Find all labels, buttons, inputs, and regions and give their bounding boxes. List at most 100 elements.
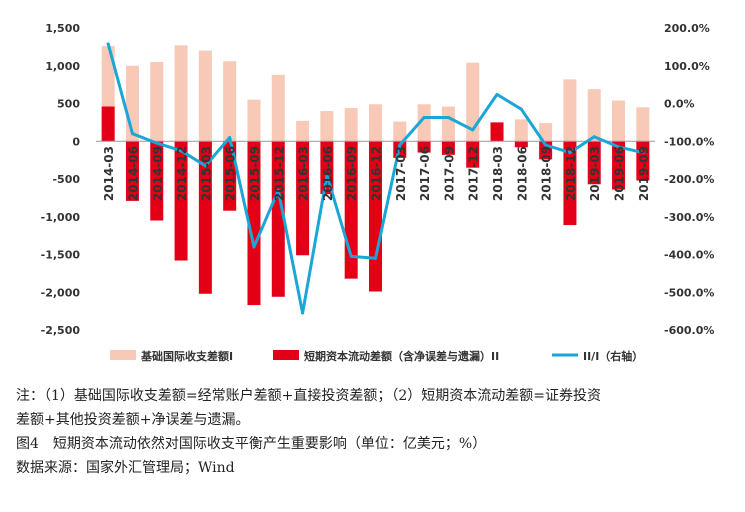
right-tick-label: 0.0% bbox=[664, 98, 695, 111]
ratio-point bbox=[252, 245, 256, 249]
legend-swatch-short-term-capital bbox=[273, 350, 299, 360]
legend-swatch-basic-balance bbox=[110, 350, 136, 360]
legend: 基础国际收支差额I 短期资本流动差额（含净误差与遗漏）II II/I（右轴） bbox=[110, 349, 643, 363]
bar-short-term-capital bbox=[514, 141, 528, 148]
series-basic-balance bbox=[101, 45, 650, 142]
bar-short-term-capital bbox=[125, 141, 139, 201]
bar-basic-balance bbox=[466, 62, 480, 142]
bar-basic-balance bbox=[344, 108, 358, 142]
ratio-point bbox=[374, 256, 377, 260]
legend-label-basic-balance: 基础国际收支差额I bbox=[140, 349, 233, 363]
left-tick-label: -1,500 bbox=[41, 249, 81, 262]
bar-short-term-capital bbox=[563, 141, 577, 226]
x-tick-label: 2018-09 bbox=[540, 146, 554, 201]
x-tick-label: 2016-12 bbox=[370, 146, 384, 201]
x-tick-label: 2017-06 bbox=[418, 146, 432, 201]
bar-short-term-capital bbox=[247, 141, 261, 306]
ratio-point bbox=[568, 151, 572, 155]
x-tick-label: 2014-03 bbox=[102, 146, 116, 201]
left-tick-label: -2,500 bbox=[41, 324, 81, 337]
bar-basic-balance bbox=[539, 123, 553, 142]
legend-label-short-term-capital: 短期资本流动差额（含净误差与遗漏）II bbox=[304, 349, 499, 363]
right-axis-ticks: 200.0% 100.0% 0.0% -100.0% -200.0% -300.0% -40… bbox=[664, 22, 714, 337]
x-tick-label: 2014-09 bbox=[151, 146, 165, 201]
x-tick-label: 2019-06 bbox=[613, 146, 627, 201]
right-tick-label: 200.0% bbox=[664, 22, 710, 35]
ratio-point bbox=[228, 135, 232, 139]
x-tick-label: 2015-03 bbox=[199, 146, 213, 201]
x-tick-label: 2016-03 bbox=[297, 146, 311, 201]
left-tick-label: 1,000 bbox=[45, 60, 80, 73]
ratio-point bbox=[446, 115, 450, 119]
bar-basic-balance bbox=[223, 61, 237, 142]
bar-short-term-capital bbox=[466, 141, 480, 168]
right-tick-label: -100.0% bbox=[664, 135, 714, 148]
x-tick-label: 2017-12 bbox=[467, 146, 481, 201]
bar-basic-balance bbox=[393, 121, 407, 142]
ratio-point bbox=[592, 135, 596, 139]
bar-short-term-capital bbox=[150, 141, 164, 221]
x-tick-label: 2017-03 bbox=[394, 146, 408, 201]
ratio-point bbox=[276, 188, 280, 192]
chart-notes: 注：（1）基础国际收支差额=经常账户差额+直接投资差额；（2）短期资本流动差额=… bbox=[16, 384, 731, 480]
ratio-point bbox=[203, 164, 207, 168]
bar-basic-balance bbox=[174, 45, 188, 142]
bar-basic-balance bbox=[612, 100, 626, 142]
left-tick-label: 0 bbox=[72, 135, 80, 148]
x-tick-label: 2015-09 bbox=[248, 146, 262, 201]
right-tick-label: -400.0% bbox=[664, 249, 714, 262]
ratio-point bbox=[471, 128, 475, 132]
note-line-1: 注：（1）基础国际收支差额=经常账户差额+直接投资差额；（2）短期资本流动差额=… bbox=[16, 388, 602, 404]
bar-short-term-capital bbox=[101, 106, 115, 142]
left-axis-ticks: 1,500 1,000 500 0 -500 -1,000 -1,500 -2,000 -2,5… bbox=[41, 22, 81, 337]
ratio-point bbox=[349, 254, 353, 258]
right-tick-label: -300.0% bbox=[664, 211, 714, 224]
bar-short-term-capital bbox=[612, 141, 626, 190]
bar-short-term-capital bbox=[587, 141, 601, 185]
figure-caption: 图4 短期资本流动依然对国际收支平衡产生重要影响（单位：亿美元；%） bbox=[16, 436, 487, 452]
x-tick-label: 2019-09 bbox=[637, 146, 651, 201]
right-tick-label: -600.0% bbox=[664, 324, 714, 337]
x-tick-label: 2018-12 bbox=[564, 146, 578, 201]
series-ratio-line bbox=[106, 42, 645, 315]
ratio-point bbox=[617, 145, 621, 149]
x-tick-label: 2017-09 bbox=[442, 146, 456, 201]
bar-basic-balance bbox=[247, 99, 261, 142]
bar-basic-balance bbox=[587, 89, 601, 142]
left-tick-label: 500 bbox=[57, 98, 80, 111]
bar-basic-balance bbox=[150, 61, 164, 142]
right-tick-label: -200.0% bbox=[664, 173, 714, 186]
x-tick-label: 2016-09 bbox=[345, 146, 359, 201]
left-tick-label: -500 bbox=[52, 173, 80, 186]
ratio-point bbox=[422, 115, 426, 119]
bar-short-term-capital bbox=[417, 141, 431, 153]
x-tick-label: 2014-12 bbox=[175, 146, 189, 201]
bar-basic-balance bbox=[636, 107, 650, 142]
bar-short-term-capital bbox=[490, 122, 504, 142]
ratio-point bbox=[301, 311, 305, 315]
ratio-point bbox=[519, 107, 523, 111]
ratio-point bbox=[325, 173, 329, 177]
right-tick-label: 100.0% bbox=[664, 60, 710, 73]
ratio-point bbox=[130, 132, 134, 136]
x-axis-ticks: 2014-03 2014-06 2014-09 2014-12 2015-03 2015-… bbox=[102, 146, 651, 201]
ratio-point bbox=[544, 143, 548, 147]
bar-short-term-capital bbox=[198, 141, 212, 294]
x-tick-label: 2019-03 bbox=[588, 146, 602, 201]
bar-short-term-capital bbox=[369, 141, 382, 292]
x-tick-label: 2015-06 bbox=[224, 146, 238, 201]
bar-short-term-capital bbox=[296, 141, 310, 256]
ratio-point bbox=[155, 141, 159, 145]
bar-basic-balance bbox=[563, 79, 577, 142]
bar-basic-balance bbox=[271, 74, 285, 142]
ratio-point bbox=[179, 149, 183, 153]
bar-basic-balance bbox=[514, 119, 528, 142]
left-tick-label: -2,000 bbox=[41, 286, 81, 299]
note-line-2: 差额+其他投资差额+净误差与遗漏。 bbox=[16, 412, 250, 428]
ratio-point bbox=[495, 92, 499, 96]
ratio-point bbox=[641, 151, 645, 155]
x-tick-label: 2018-03 bbox=[491, 146, 505, 201]
legend-label-ratio: II/I（右轴） bbox=[583, 349, 643, 363]
bar-basic-balance bbox=[296, 120, 310, 142]
x-tick-label: 2018-06 bbox=[515, 146, 529, 201]
